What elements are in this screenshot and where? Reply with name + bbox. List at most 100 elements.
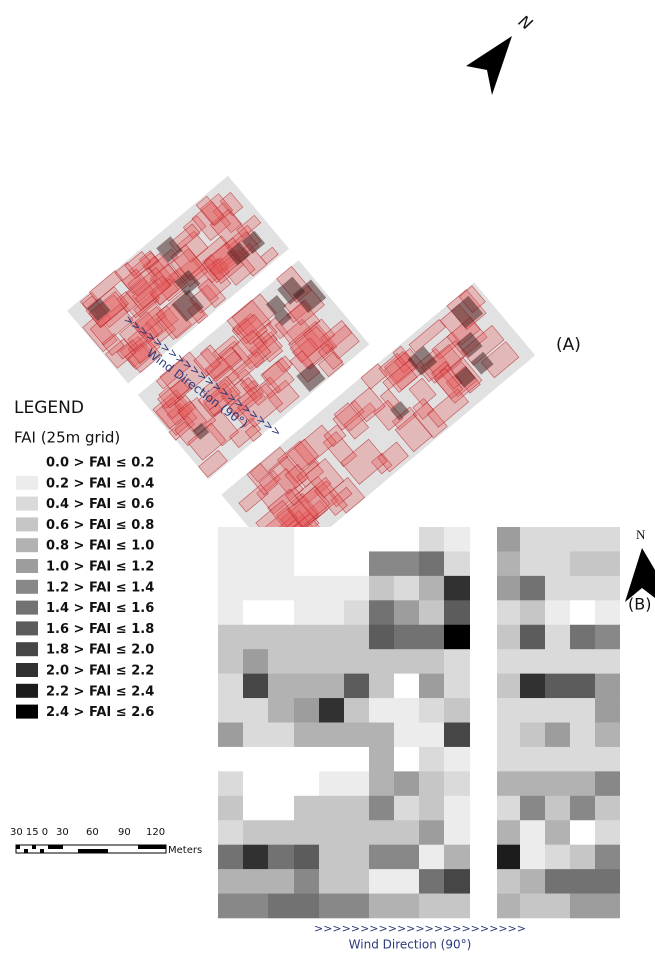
fai-cell <box>369 869 394 894</box>
fai-cell <box>444 576 470 601</box>
fai-cell <box>294 551 319 576</box>
fai-cell <box>218 576 243 601</box>
legend-swatch <box>16 538 38 552</box>
fai-cell <box>520 747 545 772</box>
fai-cell <box>595 674 620 699</box>
fai-cell <box>595 698 620 723</box>
fai-cell <box>497 551 520 576</box>
fai-cell <box>394 625 419 650</box>
legend-swatch <box>16 497 38 511</box>
fai-cell <box>268 649 294 674</box>
fai-cell <box>545 698 570 723</box>
fai-cell <box>545 845 570 870</box>
fai-cell <box>394 894 419 919</box>
fai-cell <box>268 771 294 796</box>
legend-label: 1.0 > FAI ≤ 1.2 <box>46 560 154 575</box>
fai-cell <box>243 723 268 748</box>
fai-cell <box>419 600 444 625</box>
fai-cell <box>319 625 344 650</box>
fai-cell <box>419 576 444 601</box>
fai-cell <box>595 649 620 674</box>
fai-cell <box>268 576 294 601</box>
fai-cell <box>545 576 570 601</box>
fai-cell <box>444 747 470 772</box>
legend-label: 0.8 > FAI ≤ 1.0 <box>46 539 154 554</box>
fai-cell <box>595 845 620 870</box>
fai-cell <box>369 625 394 650</box>
fai-cell <box>520 820 545 845</box>
legend-subtitle: FAI (25m grid) <box>14 429 120 447</box>
fai-cell <box>344 869 369 894</box>
fai-cell <box>570 698 595 723</box>
fai-cell <box>268 600 294 625</box>
fai-cell <box>497 747 520 772</box>
fai-cell <box>595 747 620 772</box>
fai-cell <box>520 674 545 699</box>
fai-cell <box>570 576 595 601</box>
fai-cell <box>319 576 344 601</box>
fai-cell <box>394 869 419 894</box>
fai-cell <box>344 894 369 919</box>
fai-cell <box>243 551 268 576</box>
fai-cell <box>545 820 570 845</box>
fai-cell <box>545 551 570 576</box>
scale-segment <box>78 849 108 853</box>
fai-cell <box>394 576 419 601</box>
fai-cell <box>243 625 268 650</box>
scale-segment <box>40 849 44 853</box>
fai-cell <box>243 869 268 894</box>
fai-cell <box>243 600 268 625</box>
scale-label: 30 <box>56 827 69 838</box>
legend-label: 0.6 > FAI ≤ 0.8 <box>46 518 154 533</box>
fai-cell <box>218 527 243 552</box>
legend-swatch <box>16 601 38 615</box>
fai-cell <box>394 551 419 576</box>
fai-cell <box>344 845 369 870</box>
scale-label: 120 <box>146 827 165 838</box>
fai-cell <box>570 723 595 748</box>
legend-swatch <box>16 705 38 719</box>
fai-cell <box>369 674 394 699</box>
fai-cell <box>394 747 419 772</box>
fai-cell <box>520 723 545 748</box>
fai-cell <box>319 747 344 772</box>
fai-cell <box>344 674 369 699</box>
legend-label: 0.2 > FAI ≤ 0.4 <box>46 476 154 491</box>
fai-cell <box>268 747 294 772</box>
scale-label: 60 <box>86 827 99 838</box>
fai-cell <box>444 723 470 748</box>
fai-cell <box>444 771 470 796</box>
fai-cell <box>394 649 419 674</box>
wind-arrows-b: >>>>>>>>>>>>>>>>>>>>>>> <box>314 922 526 935</box>
fai-cell <box>319 771 344 796</box>
fai-cell <box>294 771 319 796</box>
fai-cell <box>497 771 520 796</box>
fai-cell <box>595 869 620 894</box>
fai-cell <box>419 551 444 576</box>
fai-cell <box>369 894 394 919</box>
legend-swatch <box>16 621 38 635</box>
fai-cell <box>344 698 369 723</box>
fai-cell <box>344 747 369 772</box>
legend-label: 2.0 > FAI ≤ 2.2 <box>46 664 154 679</box>
fai-cell <box>419 723 444 748</box>
fai-cell <box>294 576 319 601</box>
fai-cell <box>394 723 419 748</box>
fai-cell <box>344 796 369 821</box>
fai-cell <box>344 551 369 576</box>
fai-cell <box>419 698 444 723</box>
fai-cell <box>595 796 620 821</box>
fai-cell <box>319 869 344 894</box>
fai-cell <box>570 845 595 870</box>
fai-cell <box>243 576 268 601</box>
fai-cell <box>497 820 520 845</box>
fai-cell <box>344 723 369 748</box>
fai-cell <box>419 820 444 845</box>
fai-cell <box>294 796 319 821</box>
fai-cell <box>218 625 243 650</box>
fai-cell <box>319 649 344 674</box>
fai-cell <box>419 625 444 650</box>
scale-bar: 30 15 0306090120Meters <box>10 827 202 856</box>
fai-cell <box>419 527 444 552</box>
fai-cell <box>243 796 268 821</box>
